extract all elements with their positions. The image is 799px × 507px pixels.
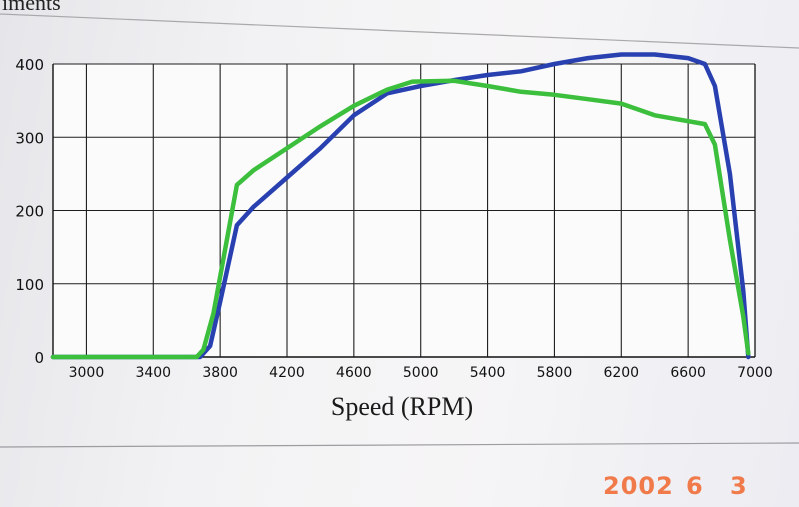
- x-tick-label: 3000: [69, 365, 105, 381]
- x-tick-label: 3800: [202, 365, 238, 381]
- x-tick-label: 6200: [603, 365, 639, 381]
- plot-area: 0 100 200 300 400 3000 3400 3800 4200 4600 5000 540…: [15, 52, 773, 381]
- x-axis-title: Speed (RPM): [331, 392, 473, 421]
- date-stamp-year: 2002: [603, 472, 674, 500]
- x-tick-label: 5000: [403, 365, 439, 381]
- series-line-2: [50, 78, 751, 360]
- y-tick-label: 400: [15, 56, 44, 74]
- date-stamp-day: 3: [730, 472, 748, 500]
- y-tick-label: 100: [15, 276, 44, 294]
- top-cropped-text: iments: [2, 0, 61, 15]
- y-tick-label: 0: [34, 349, 44, 367]
- x-tick-label: 5400: [470, 365, 506, 381]
- y-tick-label: 300: [15, 129, 44, 147]
- date-stamp-month: 6: [686, 472, 704, 500]
- x-tick-label: 4200: [269, 365, 305, 381]
- paper-bottom-edge: [0, 442, 799, 448]
- x-tick-label: 6600: [670, 365, 706, 381]
- y-tick-label: 200: [15, 203, 44, 221]
- x-tick-label: 5800: [537, 365, 573, 381]
- x-tick-label: 4600: [336, 365, 372, 381]
- x-tick-label: 3400: [135, 365, 171, 381]
- series-line-1: [50, 52, 751, 360]
- paper-top-edge: [0, 13, 799, 49]
- x-tick-label: 7000: [737, 365, 773, 381]
